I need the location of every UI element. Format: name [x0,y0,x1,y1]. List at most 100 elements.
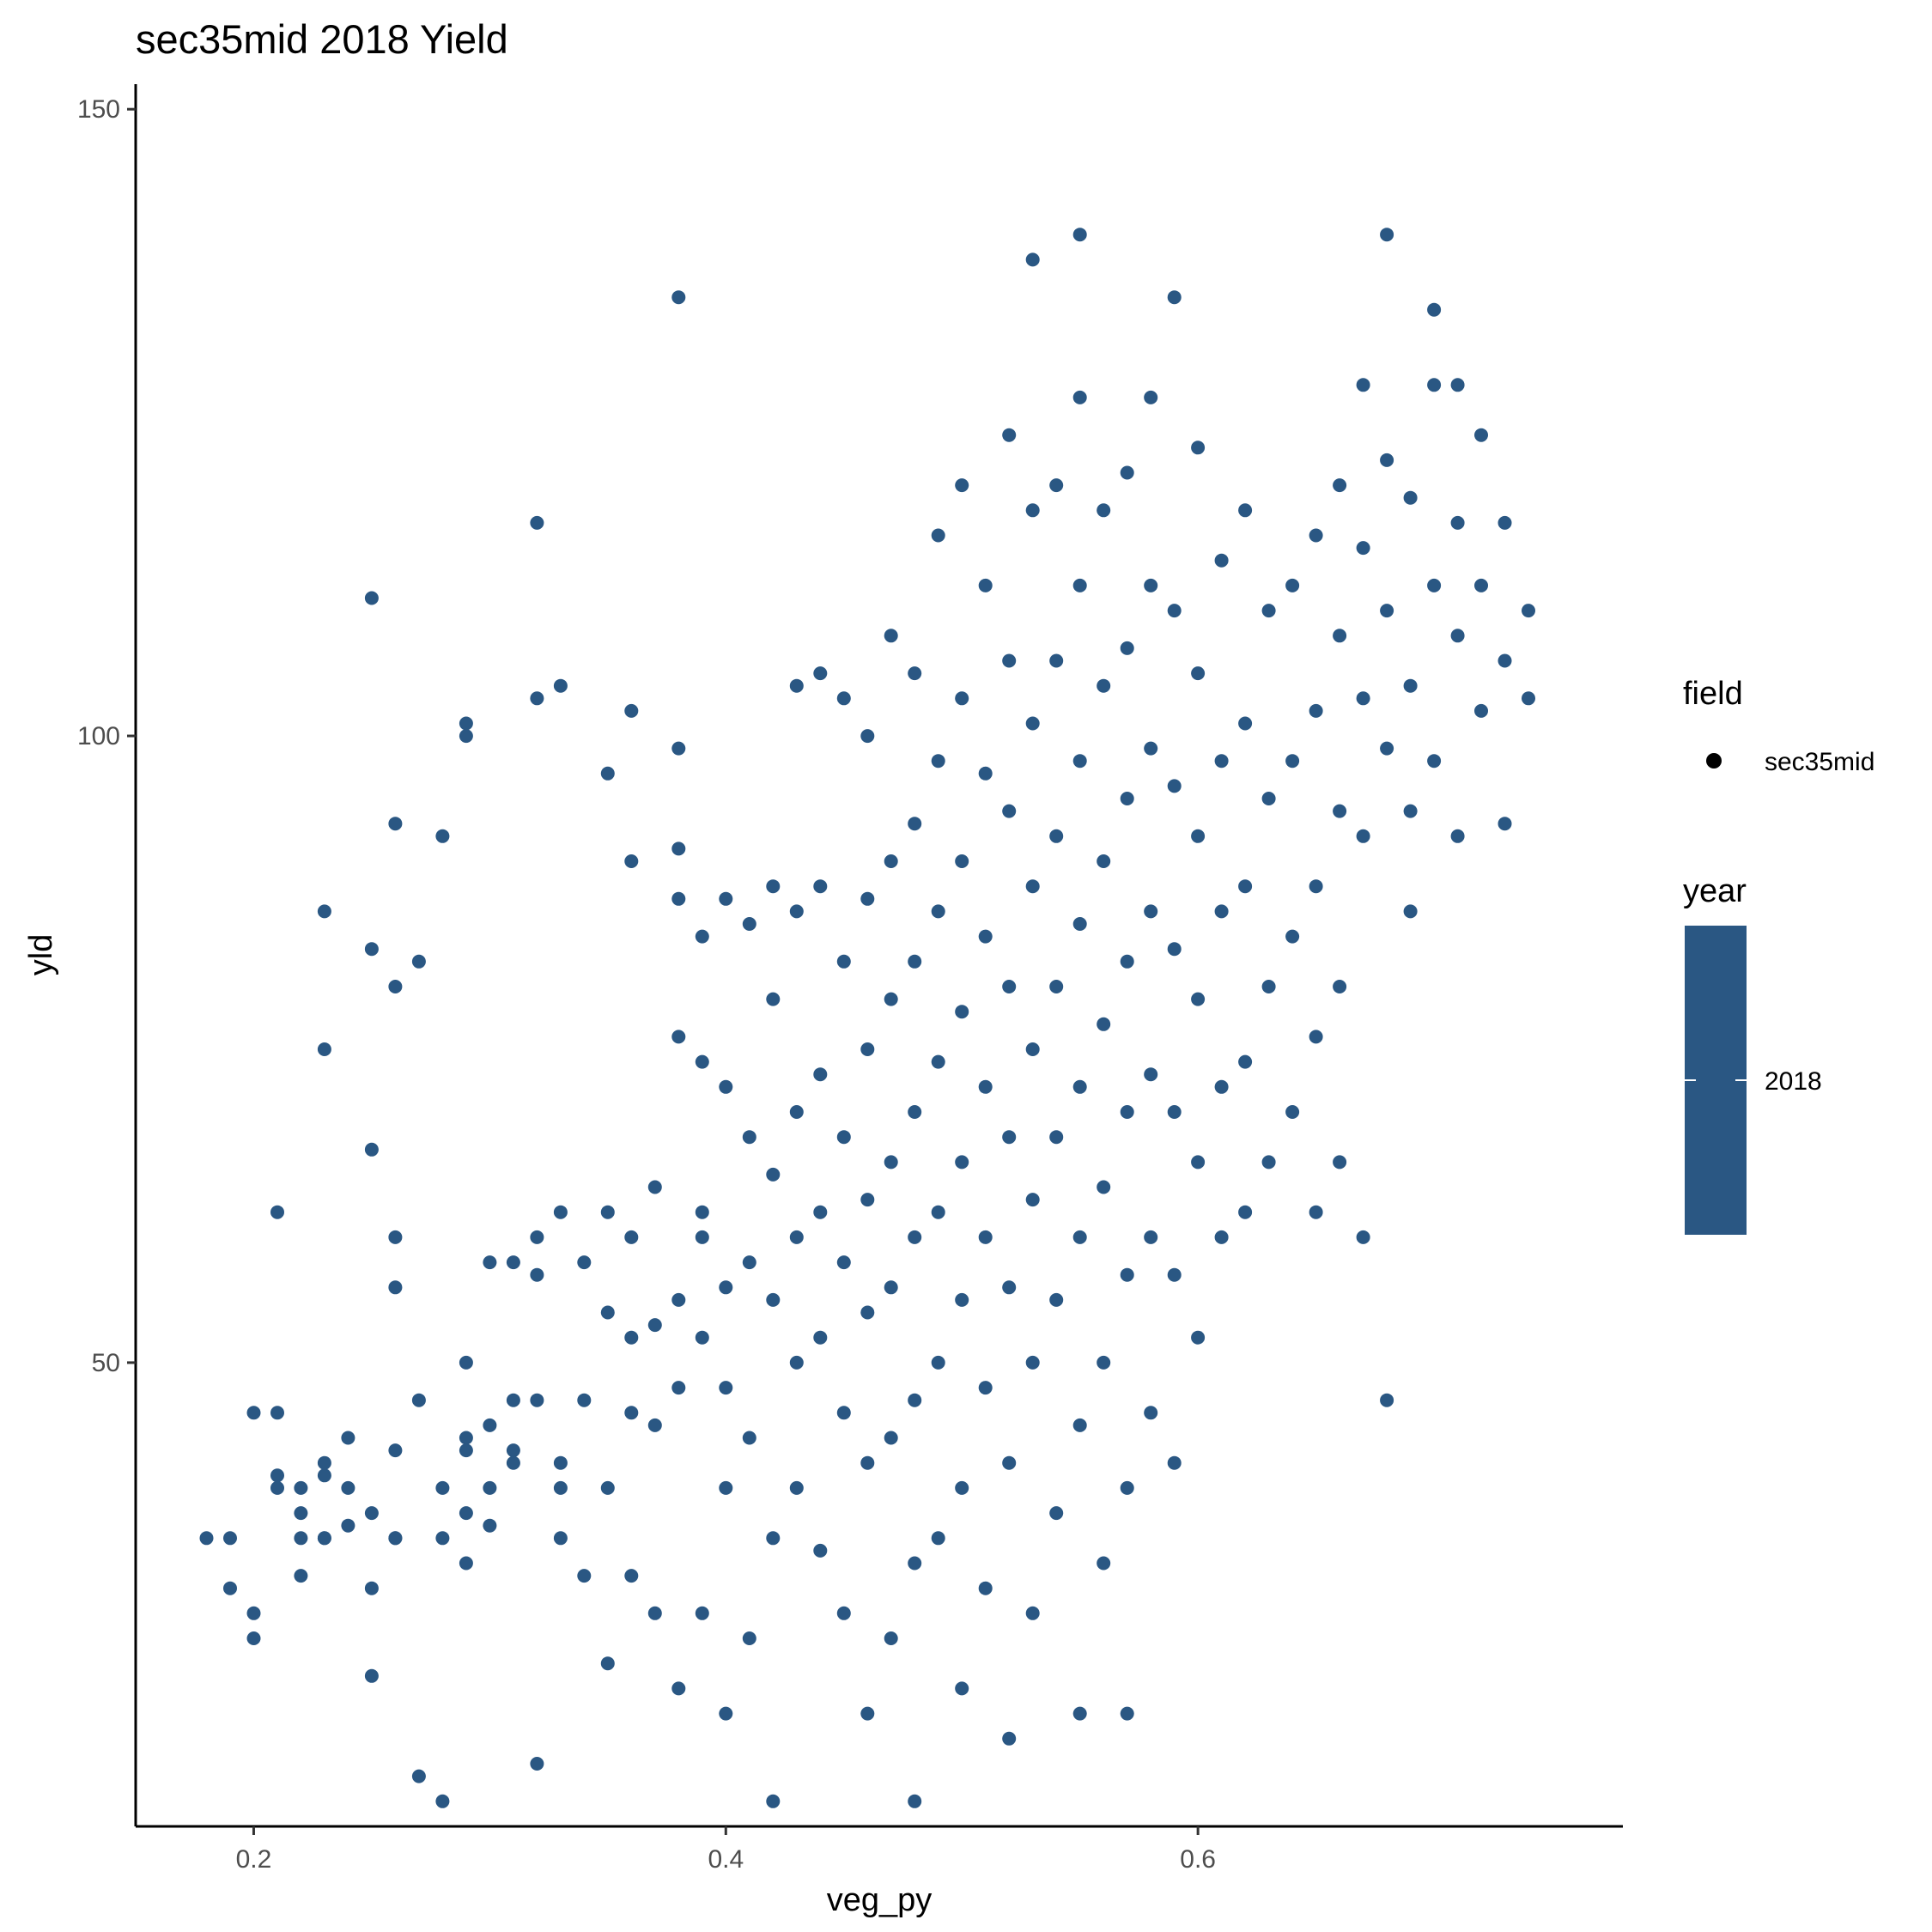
data-point [1214,904,1229,919]
data-point [506,1393,520,1407]
data-point [553,678,568,693]
data-point [647,1180,662,1194]
data-point [1002,428,1017,442]
data-point [1120,792,1134,805]
data-point [742,1255,756,1270]
legend-field-key-dot [1706,753,1722,769]
data-point [884,1280,898,1295]
x-axis-ticks: 0.2 0.4 0.6 [236,1826,1216,1874]
data-point [459,1556,473,1571]
data-point [530,1267,544,1282]
data-point [1167,1105,1182,1119]
data-point [1002,804,1017,818]
data-point [364,1581,379,1595]
data-point [1097,1355,1111,1370]
data-point [908,954,922,969]
data-point [1025,879,1040,894]
data-point [978,578,993,592]
x-axis-title: veg_py [827,1882,933,1918]
data-point [294,1569,308,1583]
data-point [978,1581,993,1595]
data-point [1072,390,1087,404]
data-point [978,929,993,944]
data-point [1025,1042,1040,1056]
data-point [766,1292,781,1307]
data-point [1049,829,1064,843]
data-point [931,904,945,919]
data-point [955,1155,969,1170]
data-point [1120,465,1134,480]
data-point [908,1794,922,1808]
data-point [600,1480,615,1495]
data-point [789,1355,804,1370]
data-point [1002,1130,1017,1145]
data-point [459,1506,473,1521]
data-point [955,854,969,868]
data-point [695,1606,709,1620]
data-point [1002,1731,1017,1746]
data-point [884,1631,898,1645]
data-point [1025,716,1040,731]
data-point [1522,604,1535,618]
data-point [719,891,733,906]
data-point [789,1480,804,1495]
data-point [506,1443,520,1458]
data-point [742,1130,756,1145]
data-point [1167,1455,1182,1470]
data-point [955,1681,969,1696]
data-point [695,929,709,944]
data-point [766,1531,781,1546]
data-point [1261,1155,1276,1170]
data-point [553,1455,568,1470]
data-point [1238,503,1253,518]
data-point [270,1480,284,1495]
data-point [860,891,875,906]
data-point [978,766,993,781]
data-point [1498,515,1512,530]
data-point [1403,804,1418,818]
data-point [317,1042,331,1056]
y-axis-ticks: 50 100 150 [77,95,136,1377]
data-point [884,854,898,868]
data-point [1474,428,1488,442]
data-point [1261,792,1276,805]
data-point [1025,503,1040,518]
data-point [1144,1406,1158,1420]
data-point [1191,666,1206,681]
data-point [955,478,969,493]
data-point [1214,1230,1229,1244]
data-point [860,1193,875,1207]
data-point [1002,1455,1017,1470]
data-point [1072,1079,1087,1094]
data-point [388,1531,403,1546]
data-point [1238,716,1253,731]
data-point [1002,980,1017,993]
data-point [836,691,851,706]
data-point [766,1167,781,1182]
data-point [671,741,686,756]
y-tick-label: 150 [77,95,120,124]
data-point [1333,1155,1347,1170]
data-point [1238,1205,1253,1219]
data-point [1333,804,1347,818]
data-point [908,1393,922,1407]
data-point [1356,1230,1370,1244]
data-point [600,1205,615,1219]
data-point [1214,553,1229,568]
data-point [1285,754,1300,769]
data-point [1403,904,1418,919]
data-point [364,591,379,605]
data-point [789,678,804,693]
data-point [1356,829,1370,843]
data-point [908,1230,922,1244]
data-point [388,980,403,993]
data-point [1522,691,1535,706]
data-point [1285,929,1300,944]
data-point [1450,515,1465,530]
data-point [1309,1205,1323,1219]
data-point [435,1794,450,1808]
data-point [1072,754,1087,769]
data-point [1144,578,1158,592]
data-point [719,1480,733,1495]
